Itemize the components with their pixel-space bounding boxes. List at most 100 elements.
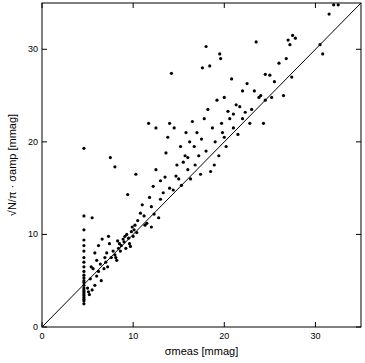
scatter-point [226, 110, 229, 113]
y-tick-label: 20 [28, 137, 38, 147]
scatter-point [282, 94, 285, 97]
scatter-point [154, 168, 157, 171]
scatter-point [203, 117, 206, 120]
scatter-point [82, 244, 85, 247]
y-tick [42, 141, 47, 142]
scatter-point [150, 225, 153, 228]
scatter-point [332, 3, 335, 6]
scatter-point [82, 228, 85, 231]
scatter-point [126, 193, 129, 196]
scatter-point [291, 34, 294, 37]
scatter-point [147, 122, 150, 125]
scatter-point [134, 173, 137, 176]
scatter-point [116, 239, 119, 242]
scatter-point [200, 137, 203, 140]
scatter-point [168, 122, 171, 125]
x-tick-label: 10 [128, 331, 138, 341]
scatter-point [213, 163, 216, 166]
scatter-point [152, 185, 155, 188]
scatter-point [223, 96, 226, 99]
scatter-point [175, 163, 178, 166]
scatter-point [250, 108, 253, 111]
scatter-point [186, 156, 189, 159]
scatter-point [245, 82, 248, 85]
scatter-point [95, 259, 98, 262]
scatter-point [82, 287, 85, 290]
scatter-point [154, 126, 157, 129]
scatter-point [182, 161, 185, 164]
scatter-point [230, 77, 233, 80]
x-tick-top [42, 3, 43, 8]
scatter-point [294, 37, 297, 40]
scatter-point [82, 274, 85, 277]
scatter-point [204, 45, 207, 48]
scatter-point [91, 216, 94, 219]
scatter-point [177, 177, 180, 180]
scatter-point [100, 279, 103, 282]
x-tick-label: 20 [219, 331, 229, 341]
scatter-point [82, 265, 85, 268]
y-tick-label: 0 [33, 322, 38, 332]
scatter-point [288, 43, 291, 46]
scatter-point [238, 105, 241, 108]
scatter-point [214, 140, 217, 143]
scatter-point [199, 173, 202, 176]
scatter-point [82, 261, 85, 264]
scatter-point [150, 205, 153, 208]
x-tick [315, 322, 316, 327]
scatter-point [268, 74, 271, 77]
scatter-point [105, 251, 108, 254]
y-axis-label: √N/π · σamp [mmag] [6, 114, 18, 216]
scatter-point [232, 126, 235, 129]
scatter-point [215, 99, 218, 102]
scatter-point [122, 237, 125, 240]
scatter-point [90, 265, 93, 268]
y-tick-label: 30 [28, 44, 38, 54]
scatter-point [82, 214, 85, 217]
scatter-point [107, 235, 110, 238]
scatter-point [195, 131, 198, 134]
scatter-point [141, 203, 144, 206]
scatter-point [217, 154, 220, 157]
scatter-point [286, 38, 289, 41]
scatter-point [82, 147, 85, 150]
scatter-point [255, 40, 258, 43]
scatter-point [225, 145, 228, 148]
scatter-point [101, 237, 104, 240]
scatter-point [91, 288, 94, 291]
scatter-point [235, 103, 238, 106]
x-tick-top [224, 3, 225, 8]
scatter-point [97, 244, 100, 247]
scatter-point [194, 163, 197, 166]
scatter-point [191, 120, 194, 123]
x-tick-label: 0 [39, 331, 44, 341]
scatter-point [232, 112, 235, 115]
scatter-point [124, 247, 127, 250]
scatter-point [209, 170, 212, 173]
scatter-point [285, 57, 288, 60]
x-axis-label: σmeas [mmag] [165, 345, 238, 357]
scatter-point [170, 72, 173, 75]
scatter-point [223, 136, 226, 139]
scatter-point [108, 242, 111, 245]
scatter-point [197, 154, 200, 157]
x-tick-label: 30 [310, 331, 320, 341]
scatter-point [183, 154, 186, 157]
scatter-point [87, 290, 90, 293]
scatter-point [111, 249, 114, 252]
scatter-point [82, 256, 85, 259]
scatter-point [221, 131, 224, 134]
scatter-point [236, 133, 239, 136]
scatter-point [131, 225, 134, 228]
scatter-point [139, 212, 142, 215]
scatter-point [82, 276, 85, 279]
scatter-point [163, 175, 166, 178]
scatter-point [248, 122, 251, 125]
scatter-point [321, 52, 324, 55]
scatter-point [114, 256, 117, 259]
scatter-point [82, 279, 85, 282]
y-tick-label: 10 [28, 229, 38, 239]
scatter-point [173, 126, 176, 129]
scatter-point [206, 108, 209, 111]
scatter-point [328, 13, 331, 16]
